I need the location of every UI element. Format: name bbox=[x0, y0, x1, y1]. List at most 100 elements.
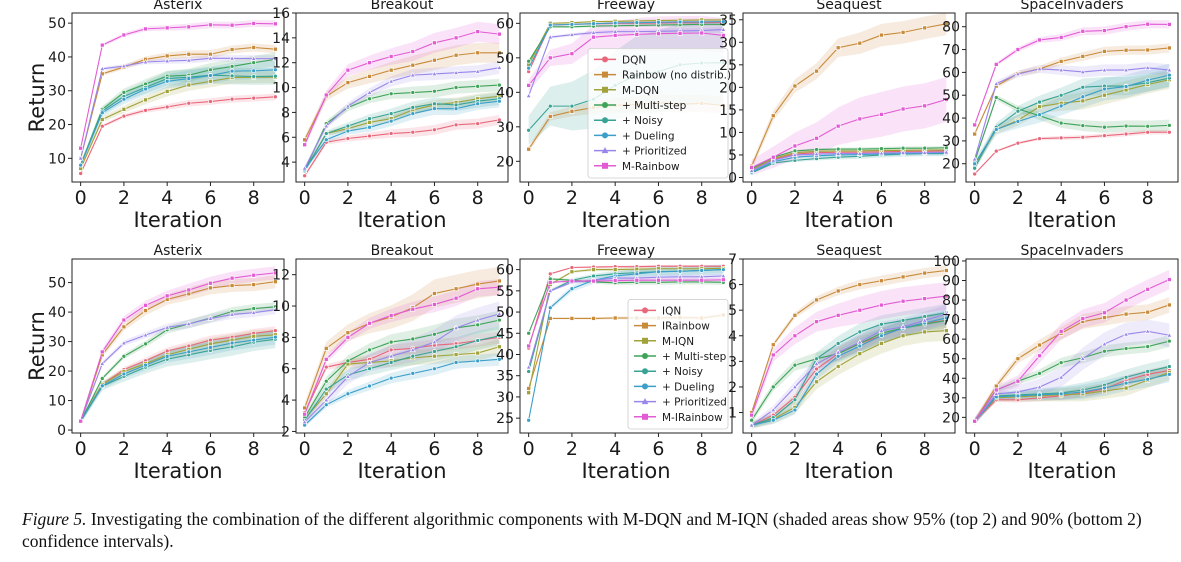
data-point-iqn bbox=[164, 348, 170, 354]
data-point-prioritized bbox=[1014, 70, 1021, 77]
y-tick-label: 60 bbox=[942, 332, 960, 348]
series-line-dqn bbox=[974, 131, 1170, 175]
data-point-multi-step bbox=[229, 64, 235, 69]
data-point-prioritized bbox=[791, 383, 798, 390]
data-point-rainbow-no-distrib bbox=[229, 47, 235, 52]
data-point-rainbow-no-distrib bbox=[900, 30, 906, 35]
y-tick-label: 40 bbox=[496, 347, 514, 363]
data-point-noisy bbox=[1015, 108, 1021, 114]
data-point-dueling bbox=[526, 65, 532, 71]
data-point-prioritized bbox=[1058, 374, 1065, 380]
data-point-dueling bbox=[879, 333, 884, 339]
data-point-m-rainbow bbox=[699, 30, 705, 36]
data-point-dueling bbox=[1015, 119, 1021, 124]
panel-spaceinvaders-top: 0 2 4 6 8 20 30 40 50 60 70 80 SpaceInvaders Iteratio… bbox=[942, 0, 1179, 232]
legend-entry-m-dqn: M-DQN bbox=[594, 85, 659, 97]
data-point-m-rainbow bbox=[496, 31, 502, 37]
ci-band-dueling bbox=[974, 63, 1170, 168]
y-tick-label: 35 bbox=[496, 369, 514, 385]
data-point-dueling bbox=[345, 391, 351, 397]
x-tick-label: 8 bbox=[248, 438, 260, 460]
data-point-dueling bbox=[367, 124, 372, 130]
data-point-noisy bbox=[1145, 369, 1151, 374]
data-point-noisy bbox=[1080, 84, 1086, 90]
data-point-m-rainbow bbox=[879, 112, 884, 117]
data-point-prioritized bbox=[344, 102, 351, 109]
series-line-m-irainbow bbox=[974, 279, 1170, 422]
data-point-m-irainbow bbox=[1145, 286, 1151, 292]
data-point-dueling bbox=[99, 383, 105, 389]
data-point-m-dqn bbox=[164, 89, 170, 94]
x-tick-label: 2 bbox=[342, 438, 354, 460]
data-point-m-rainbow bbox=[612, 33, 618, 38]
legend-marker bbox=[602, 86, 608, 93]
x-axis-label: Iteration bbox=[1027, 459, 1116, 483]
x-axis-label: Iteration bbox=[804, 208, 893, 232]
data-point-multi-step bbox=[208, 67, 213, 73]
data-point-noisy bbox=[432, 349, 437, 354]
data-point-m-irainbow bbox=[143, 302, 148, 308]
ci-band-dueling bbox=[751, 310, 947, 429]
axes-frame bbox=[742, 258, 956, 434]
data-point-prioritized bbox=[207, 55, 214, 61]
x-tick-label: 8 bbox=[248, 187, 260, 209]
series-line-dueling bbox=[751, 317, 947, 426]
data-point-dueling bbox=[1145, 77, 1151, 83]
data-point-m-irainbow bbox=[388, 313, 394, 318]
data-point-dueling bbox=[323, 402, 329, 408]
data-point-m-rainbow bbox=[164, 25, 170, 31]
data-point-dqn bbox=[302, 173, 308, 179]
data-point-multi-step bbox=[388, 339, 394, 345]
data-point-prioritized bbox=[856, 150, 863, 156]
data-point-prioritized bbox=[1123, 331, 1130, 337]
data-point-irainbow bbox=[857, 282, 863, 287]
series-line-rainbow-no-distrib bbox=[751, 23, 947, 167]
data-point-iqn bbox=[814, 366, 819, 372]
data-point-dueling bbox=[857, 343, 863, 349]
x-axis-label: Iteration bbox=[133, 208, 222, 232]
data-point-m-rainbow bbox=[634, 32, 640, 37]
data-point-noisy bbox=[410, 353, 416, 359]
ci-band-multi-step bbox=[974, 335, 1170, 424]
data-point-multi-step bbox=[410, 336, 416, 342]
y-tick-label: 3 bbox=[728, 354, 737, 370]
data-point-multi-step bbox=[1166, 338, 1172, 344]
data-point-prioritized bbox=[1036, 383, 1043, 390]
y-tick-label: 10 bbox=[48, 151, 66, 167]
series-line-dqn bbox=[304, 119, 500, 177]
series-line-dueling bbox=[974, 373, 1170, 422]
data-point-prioritized bbox=[1144, 64, 1151, 70]
series-line-iqn bbox=[528, 265, 724, 349]
data-point-irainbow bbox=[496, 278, 502, 284]
data-point-prioritized bbox=[921, 149, 928, 155]
data-point-dueling bbox=[1058, 391, 1064, 397]
panel-seaquest-bottom: 0 2 4 6 8 1 2 3 4 5 6 7 Seaquest Iteration bbox=[728, 243, 956, 483]
data-point-irainbow bbox=[770, 342, 776, 348]
y-tick-label: 60 bbox=[496, 16, 514, 32]
legend-label: + Prioritized bbox=[622, 146, 687, 158]
data-point-m-dqn bbox=[1102, 92, 1107, 98]
data-point-m-irainbow bbox=[1015, 378, 1021, 384]
y-tick-label: 2 bbox=[281, 424, 290, 440]
data-point-multi-step bbox=[993, 95, 999, 100]
data-point-dueling bbox=[432, 106, 437, 112]
legend-entry-irainbow: IRainbow bbox=[634, 321, 710, 333]
data-point-dueling bbox=[720, 19, 726, 24]
data-point-iqn bbox=[547, 271, 553, 277]
chart-title: Breakout bbox=[371, 0, 434, 13]
data-point-iqn bbox=[569, 265, 575, 270]
data-point-dueling bbox=[1037, 392, 1042, 398]
y-tick-label: 20 bbox=[719, 80, 737, 96]
data-point-irainbow bbox=[208, 285, 213, 291]
y-tick-label: 10 bbox=[272, 81, 290, 97]
y-tick-label: 30 bbox=[942, 134, 960, 150]
axes-frame bbox=[519, 12, 733, 183]
series-line-prioritized bbox=[304, 313, 500, 423]
ci-band-prioritized bbox=[80, 305, 276, 423]
data-point-noisy bbox=[323, 131, 329, 136]
data-point-multi-step bbox=[1145, 123, 1151, 129]
data-point-m-rainbow bbox=[569, 51, 575, 57]
series-line-m-dqn bbox=[751, 149, 947, 170]
data-point-m-irainbow bbox=[569, 278, 575, 284]
data-point-prioritized bbox=[525, 364, 532, 370]
